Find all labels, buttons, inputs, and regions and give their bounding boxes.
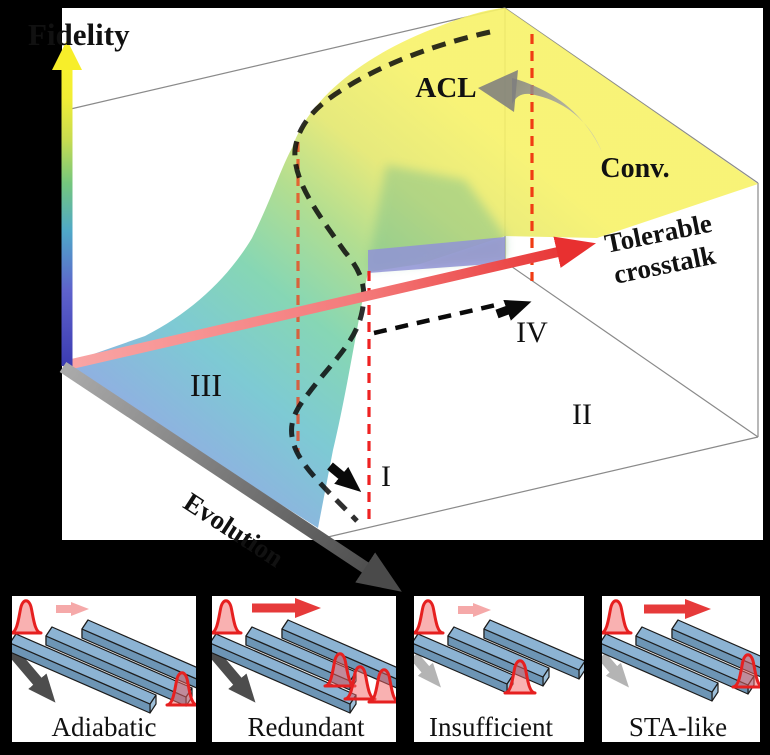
surface-zero-band [368, 237, 505, 273]
panel-insufficient: Insufficient [414, 596, 584, 742]
evolution-axis-arrow [59, 362, 402, 592]
crosstalk-axis-arrow [61, 236, 597, 371]
panel-caption: Adiabatic [52, 712, 157, 742]
conv-label: Conv. [600, 153, 669, 184]
waveguide-bar-face [602, 633, 719, 693]
arrow-region-IV [495, 300, 532, 321]
fidelity-axis-arrowhead [52, 40, 82, 70]
arrow-region-I [327, 462, 362, 493]
waveguide-bar-face [671, 619, 760, 669]
panel-adiabatic: Adiabatic [12, 596, 196, 742]
waveguide-bar-face [483, 619, 584, 671]
region-label-III: III [190, 367, 222, 403]
region-label-IV: IV [516, 316, 548, 349]
panel-caption: Insufficient [429, 712, 553, 742]
region-label-I: I [381, 460, 391, 493]
fast-path-trajectory [373, 302, 497, 336]
panel-caption: Redundant [248, 712, 365, 742]
waveguide-bar-face [12, 633, 157, 705]
evolution-arrow-weak [602, 652, 629, 688]
region-label-II: II [572, 398, 592, 431]
panel-sta-like: STA-like [602, 596, 760, 742]
panel-redundant: Redundant [212, 596, 396, 742]
crosstalk-guide-lines [296, 34, 534, 452]
fidelity-surface [62, 8, 758, 528]
acl-trajectory [289, 29, 491, 523]
waveguide-bar-face [281, 619, 396, 680]
waveguide-array [12, 619, 196, 714]
waveguide-bar-face [212, 633, 357, 705]
waveguide-array [602, 619, 760, 702]
waveguide-bar-face [414, 633, 514, 685]
waveguide-bar-face [81, 619, 196, 680]
fidelity-axis-label: Fidelity [28, 17, 130, 52]
panel-caption: STA-like [629, 712, 727, 742]
conv-to-acl-arrow [478, 70, 602, 152]
evolution-arrow-weak [414, 652, 441, 688]
acl-label: ACL [415, 72, 476, 104]
